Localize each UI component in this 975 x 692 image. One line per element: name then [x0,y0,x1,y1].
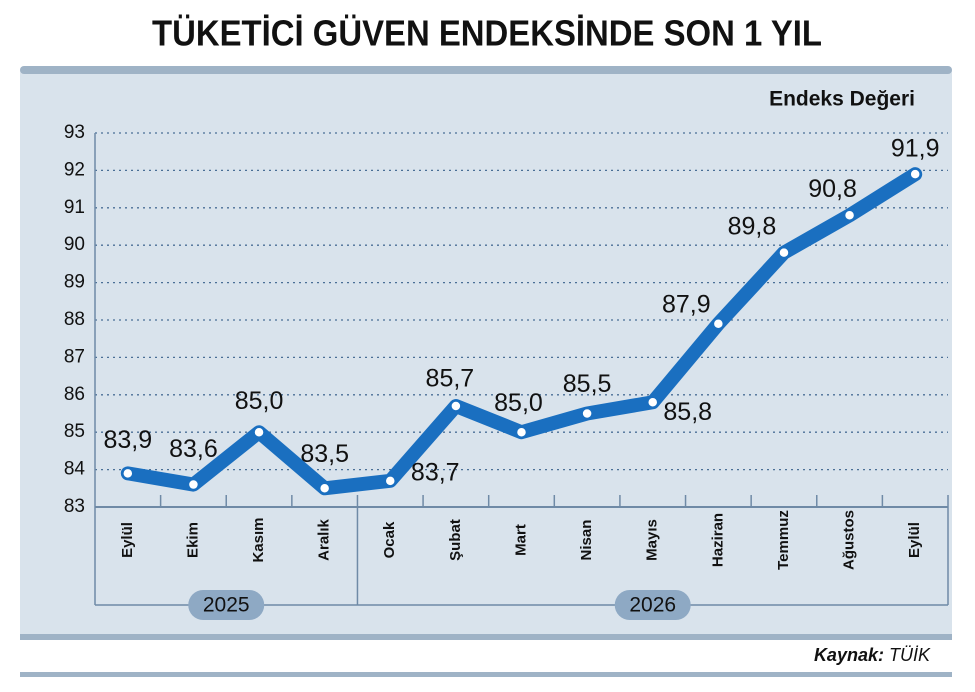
data-point [909,168,921,180]
value-label: 89,8 [728,212,777,240]
value-label: 83,7 [411,458,460,486]
y-tick-label: 87 [64,346,85,367]
y-axis-label: Endeks Değeri [769,88,915,111]
x-tick-label: Ağustos [841,510,858,570]
value-label: 85,8 [663,398,712,426]
data-point [122,467,134,480]
y-tick-label: 89 [64,272,85,293]
value-label: 83,9 [103,426,152,454]
data-point [646,396,659,409]
x-tick-label: Nisan [578,520,595,561]
y-tick-label: 93 [64,122,85,143]
panel-top-border [20,66,952,74]
group-label: 2025 [203,594,250,617]
value-label: 83,6 [169,435,218,463]
value-label: 85,7 [426,365,475,393]
data-point [253,426,265,438]
x-tick-label: Haziran [709,513,726,567]
value-label: 85,0 [494,389,543,417]
x-tick-label: Temmuz [775,510,792,570]
value-label: 85,5 [563,370,612,398]
data-point [843,209,856,222]
value-label: 91,9 [891,135,940,163]
x-tick-label: Aralık [316,519,333,561]
data-point [450,400,462,412]
data-point [515,426,528,438]
value-label: 87,9 [662,290,711,318]
chart-title: TÜKETİCİ GÜVEN ENDEKSİNDE SON 1 YIL [152,13,822,54]
x-tick-label: Mart [512,524,529,556]
x-tick-label: Eylül [906,522,923,558]
data-point [318,482,331,495]
data-point [581,407,593,420]
y-tick-label: 90 [64,234,85,255]
group-pill [614,590,691,620]
y-tick-label: 92 [64,159,85,180]
source-text: TÜİK [889,645,931,665]
y-tick-label: 91 [64,197,85,218]
x-tick-label: Kasım [250,517,267,562]
data-point [187,478,200,491]
panel-bottom-border [20,634,952,640]
source-label: Kaynak: [814,645,884,665]
y-tick-label: 85 [64,421,85,442]
x-tick-label: Ekim [184,522,201,558]
panel [20,66,952,640]
data-point [712,317,725,330]
value-label: 83,5 [300,440,349,468]
x-tick-label: Şubat [447,519,464,561]
x-tick-label: Ocak [381,521,398,558]
x-tick-label: Mayıs [644,519,661,561]
group-pill [188,590,265,620]
y-tick-label: 86 [64,384,85,405]
group-label: 2026 [629,594,676,617]
y-tick-label: 88 [64,309,85,330]
x-tick-label: Eylül [119,522,136,558]
data-point [778,246,790,259]
value-label: 85,0 [235,387,284,415]
data-point [384,475,397,487]
source: Kaynak: TÜİK [814,645,931,665]
value-label: 90,8 [808,175,857,203]
y-tick-label: 84 [64,459,86,480]
y-tick-label: 83 [64,496,85,517]
footer-rule [20,672,952,677]
